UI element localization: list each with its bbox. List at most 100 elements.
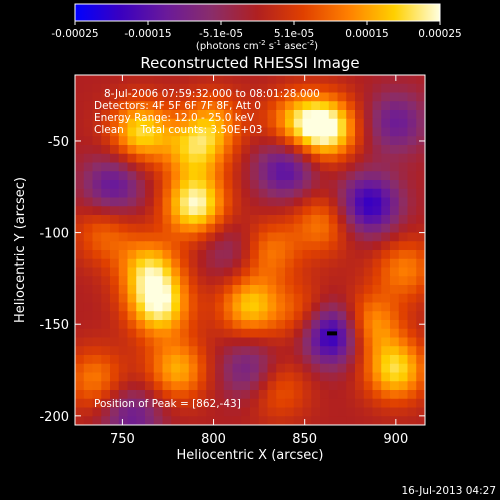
heatmap-cell bbox=[83, 328, 94, 339]
heatmap-cell bbox=[75, 276, 85, 286]
heatmap-cell bbox=[381, 407, 391, 417]
heatmap-cell bbox=[241, 267, 251, 277]
heatmap-cell bbox=[276, 101, 286, 111]
heatmap-cell bbox=[127, 75, 137, 85]
heatmap-cell bbox=[153, 276, 164, 286]
heatmap-cell bbox=[398, 101, 409, 111]
heatmap-cell bbox=[232, 206, 242, 216]
heatmap-cell bbox=[188, 145, 199, 155]
heatmap-cell bbox=[390, 285, 400, 295]
heatmap-cell bbox=[355, 223, 365, 234]
heatmap-cell bbox=[285, 136, 295, 146]
heatmap-cell bbox=[398, 110, 409, 120]
heatmap-cell bbox=[398, 215, 409, 225]
heatmap-cell bbox=[83, 320, 94, 330]
heatmap-cell bbox=[75, 118, 85, 129]
heatmap-cell bbox=[92, 346, 102, 356]
heatmap-cell bbox=[320, 328, 330, 339]
heatmap-cell bbox=[363, 276, 374, 286]
heatmap-cell bbox=[267, 372, 277, 382]
heatmap-cell bbox=[75, 372, 85, 382]
heatmap-cell bbox=[416, 92, 425, 102]
heatmap-cell bbox=[250, 206, 260, 216]
heatmap-cell bbox=[398, 381, 409, 391]
heatmap-cell bbox=[407, 258, 417, 269]
heatmap-cell bbox=[293, 293, 304, 304]
heatmap-cell bbox=[75, 363, 85, 374]
heatmap-cell bbox=[206, 250, 216, 260]
heatmap-cell bbox=[83, 162, 94, 172]
heatmap-cell bbox=[153, 381, 164, 391]
heatmap-cell bbox=[355, 407, 365, 417]
heatmap-cell bbox=[276, 197, 286, 207]
heatmap-cell bbox=[162, 416, 172, 425]
heatmap-cell bbox=[145, 215, 155, 225]
heatmap-cell bbox=[250, 92, 260, 102]
heatmap-cell bbox=[162, 267, 172, 277]
heatmap-cell bbox=[381, 381, 391, 391]
heatmap-cell bbox=[83, 337, 94, 347]
heatmap-cell bbox=[355, 355, 365, 365]
heatmap-cell bbox=[136, 241, 146, 251]
heatmap-cell bbox=[302, 398, 312, 409]
heatmap-cell bbox=[398, 136, 409, 146]
heatmap-cell bbox=[118, 110, 129, 120]
heatmap-cell bbox=[241, 416, 251, 425]
heatmap-cell bbox=[276, 381, 286, 391]
heatmap-cell bbox=[355, 232, 365, 242]
heatmap-cell bbox=[337, 223, 347, 234]
heatmap-cell bbox=[223, 355, 234, 365]
heatmap-cell bbox=[145, 180, 155, 190]
heatmap-cell bbox=[250, 398, 260, 409]
heatmap-cell bbox=[372, 145, 382, 155]
heatmap-cell bbox=[180, 136, 190, 146]
heatmap-cell bbox=[320, 355, 330, 365]
heatmap-cells bbox=[75, 75, 425, 425]
heatmap-cell bbox=[232, 372, 242, 382]
heatmap-cell bbox=[346, 118, 356, 129]
heatmap-cell bbox=[302, 250, 312, 260]
heatmap-cell bbox=[293, 118, 304, 129]
heatmap-cell bbox=[136, 267, 146, 277]
heatmap-cell bbox=[311, 258, 321, 269]
heatmap-cell bbox=[171, 355, 181, 365]
heatmap-cell bbox=[223, 320, 234, 330]
heatmap-cell bbox=[197, 416, 207, 425]
heatmap-cell bbox=[162, 136, 172, 146]
heatmap-cell bbox=[75, 197, 85, 207]
heatmap-cell bbox=[83, 206, 94, 216]
heatmap-cell bbox=[145, 320, 155, 330]
heatmap-cell bbox=[232, 232, 242, 242]
heatmap-cell bbox=[153, 75, 164, 85]
heatmap-cell bbox=[328, 398, 339, 409]
heatmap-cell bbox=[258, 337, 269, 347]
heatmap-cell bbox=[127, 118, 137, 129]
heatmap-cell bbox=[241, 118, 251, 129]
heatmap-cell bbox=[381, 293, 391, 304]
heatmap-cell bbox=[407, 328, 417, 339]
heatmap-cell bbox=[363, 285, 374, 295]
heatmap-cell bbox=[101, 188, 111, 199]
heatmap-cell bbox=[320, 241, 330, 251]
heatmap-cell bbox=[355, 311, 365, 321]
heatmap-cell bbox=[162, 337, 172, 347]
heatmap-cell bbox=[215, 153, 225, 164]
heatmap-cell bbox=[337, 267, 347, 277]
heatmap-cell bbox=[355, 180, 365, 190]
heatmap-cell bbox=[145, 250, 155, 260]
heatmap-cell bbox=[390, 110, 400, 120]
heatmap-cell bbox=[136, 232, 146, 242]
heatmap-cell bbox=[363, 267, 374, 277]
heatmap-cell bbox=[285, 101, 295, 111]
heatmap-cell bbox=[215, 127, 225, 137]
heatmap-cell bbox=[145, 118, 155, 129]
heatmap-cell bbox=[223, 293, 234, 304]
heatmap-cell bbox=[232, 92, 242, 102]
heatmap-cell bbox=[136, 407, 146, 417]
heatmap-cell bbox=[250, 337, 260, 347]
heatmap-cell bbox=[232, 302, 242, 312]
heatmap-cell bbox=[118, 250, 129, 260]
heatmap-cell bbox=[206, 355, 216, 365]
heatmap-cell bbox=[171, 372, 181, 382]
heatmap-cell bbox=[258, 311, 269, 321]
